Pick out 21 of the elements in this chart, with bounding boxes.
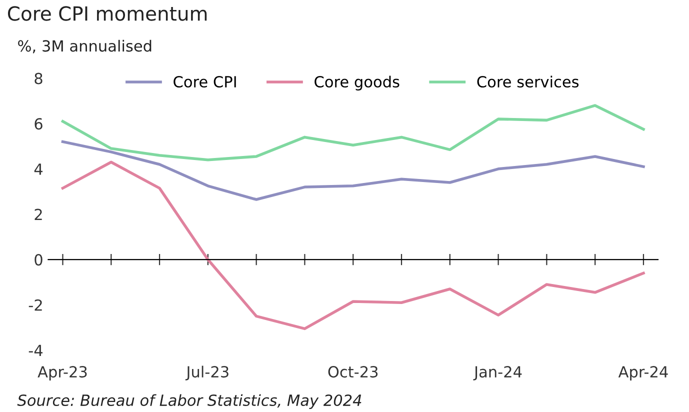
x-tick-label: Apr-24 — [618, 366, 668, 381]
y-tick-label: 6 — [34, 118, 42, 130]
line-series — [61, 140, 645, 201]
legend-label: Core services — [477, 76, 579, 88]
y-tick-label: 2 — [34, 208, 42, 220]
y-tick-label: 0 — [34, 254, 42, 266]
x-tick-label: Jan-24 — [473, 366, 522, 380]
x-tick-label: Apr-23 — [38, 366, 87, 381]
y-tick-label: -4 — [28, 344, 43, 356]
y-tick-label: 4 — [34, 164, 43, 175]
line-series — [61, 160, 645, 330]
x-tick-label: Oct-23 — [328, 366, 378, 378]
y-tick-label: 8 — [34, 72, 42, 84]
chart-subtitle: %, 3M annualised — [18, 40, 152, 54]
legend-label: Core goods — [314, 76, 400, 90]
line-series — [61, 104, 645, 162]
y-tick-label: -2 — [28, 299, 42, 311]
legend-label: Core CPI — [174, 76, 236, 88]
x-tick-label: Jul-23 — [185, 366, 228, 380]
source-note: Source: Bureau of Labor Statistics, May 2024 — [17, 394, 362, 409]
chart-title: Core CPI momentum — [8, 6, 207, 21]
